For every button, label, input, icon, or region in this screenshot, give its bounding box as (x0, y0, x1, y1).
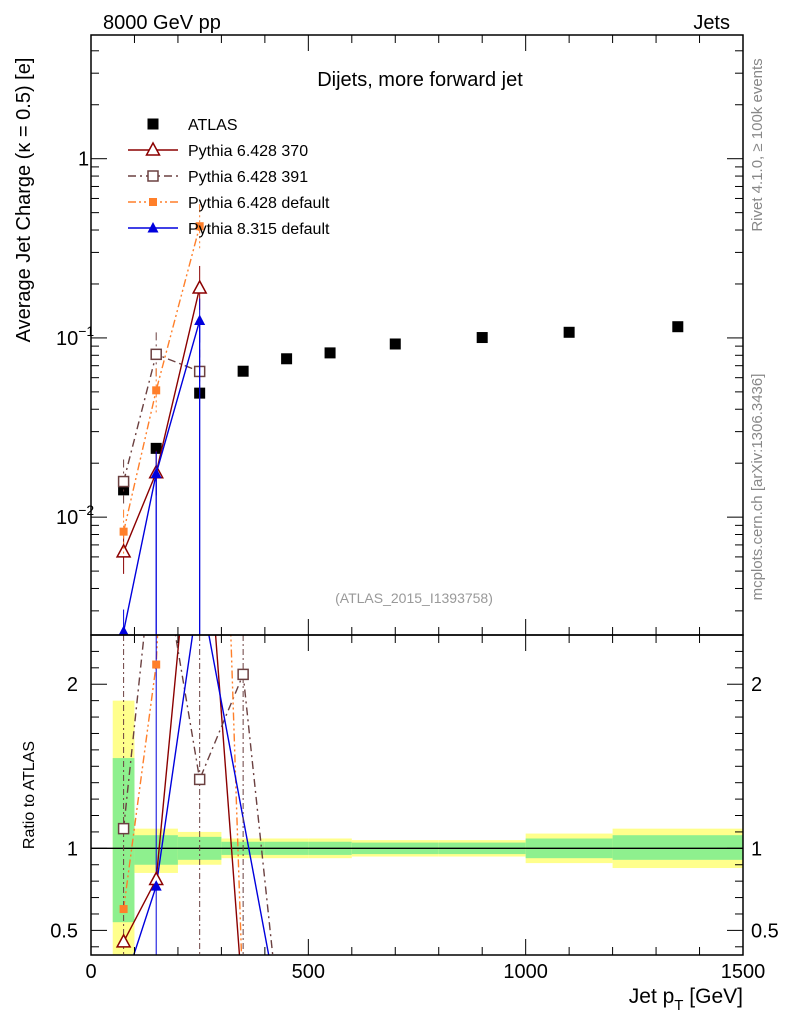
line-p6def (122, 226, 201, 532)
main-y-axis-title: Average Jet Charge (κ = 0.5) [e] (13, 58, 35, 343)
marker-atlas-8 (563, 326, 575, 338)
ratio-line-p370 (122, 635, 241, 955)
legend-label-p8def: Pythia 8.315 default (188, 221, 330, 238)
marker-atlas-6 (389, 338, 401, 350)
legend-marker-atlas (147, 118, 159, 130)
legend-label-p391: Pythia 6.428 391 (188, 169, 308, 186)
ratio-line-p391 (122, 635, 274, 955)
x-axis-title-suffix: [GeV] (683, 985, 743, 1008)
ratio-line-p8def (133, 635, 270, 955)
marker-atlas-7 (476, 332, 488, 344)
marker-p391-1 (150, 348, 162, 361)
marker-p370-0 (115, 543, 132, 558)
legend-label-p370: Pythia 6.428 370 (188, 143, 308, 160)
ratio-ytick-label-left-0: 0.5 (50, 920, 78, 942)
energy-label: 8000 GeV pp (103, 12, 221, 34)
ratio-ytick-label-left-1: 1 (67, 838, 78, 860)
ratio-ytick-label-right-2: 2 (751, 674, 762, 696)
xtick-label-1: 500 (292, 961, 325, 983)
ratio-marker-p6def-1 (152, 660, 161, 669)
source-label: mcplots.cern.ch [arXiv:1306.3436] (749, 374, 766, 601)
analysis-label: (ATLAS_2015_I1393758) (335, 590, 493, 606)
main-ytick-label-1: 10−1 (56, 323, 94, 350)
x-axis-title: Jet pT [GeV] (629, 985, 743, 1014)
marker-atlas-9 (672, 321, 684, 333)
main-ytick-base: 1 (78, 149, 89, 171)
main-ytick-base: 10 (56, 507, 78, 529)
legend-marker-p6def (149, 198, 157, 206)
legend-marker-p391 (147, 170, 159, 182)
category-label: Jets (693, 12, 730, 34)
main-ytick-exp: −1 (78, 323, 94, 339)
marker-atlas-3 (237, 365, 249, 377)
legend-marker-p370 (145, 141, 161, 156)
main-ytick-label-0: 10−2 (56, 502, 94, 529)
main-ytick-label-2: 1 (78, 149, 89, 171)
ratio-marker-p6def-0 (119, 905, 128, 914)
main-data-layer (115, 204, 684, 635)
ratio-marker-p391-1 (193, 773, 206, 786)
legend-marker-p8def (147, 222, 159, 233)
ratio-marker-p370-0 (115, 933, 132, 948)
ratio-ytick-label-right-1: 1 (751, 838, 762, 860)
marker-p6def-2 (195, 222, 204, 231)
plot-title: Dijets, more forward jet (317, 69, 523, 91)
marker-atlas-1 (150, 442, 162, 454)
ratio-uncertainty-bands (91, 700, 743, 955)
marker-p8def-1 (150, 467, 162, 479)
line-p370 (122, 287, 201, 553)
marker-p6def-0 (119, 527, 128, 536)
marker-p370-2 (191, 279, 208, 294)
ratio-marker-p391-2 (237, 668, 249, 681)
xtick-label-2: 1000 (503, 961, 548, 983)
xtick-label-3: 1500 (721, 961, 766, 983)
marker-p6def-1 (152, 386, 161, 395)
legend: ATLAS Pythia 6.428 370 Pythia 6.428 391 Pyt… (128, 117, 330, 238)
main-ytick-exp: −2 (78, 502, 94, 518)
marker-atlas-5 (324, 347, 336, 359)
line-p391 (122, 353, 200, 482)
marker-p8def-0 (118, 625, 129, 635)
marker-atlas-4 (281, 353, 293, 365)
ratio-y-axis-title: Ratio to ATLAS (21, 741, 38, 849)
x-axis-title-sub: T (674, 997, 683, 1014)
ratio-data-layer (115, 635, 274, 955)
rivet-label: Rivet 4.1.0, ≥ 100k events (749, 58, 766, 231)
xtick-label-0: 0 (85, 961, 96, 983)
band-inner-9 (612, 835, 743, 860)
ratio-plot-frame (90, 634, 744, 956)
ratio-ytick-label-left-2: 2 (67, 674, 78, 696)
marker-p8def-2 (194, 314, 206, 326)
marker-p391-0 (117, 475, 130, 488)
legend-label-p6def: Pythia 6.428 default (188, 195, 330, 212)
main-ytick-base: 10 (56, 328, 78, 350)
ratio-ytick-label-right-0: 0.5 (751, 920, 779, 942)
x-axis-title-prefix: Jet p (629, 985, 675, 1008)
ratio-marker-p391-0 (117, 822, 130, 835)
ratio-marker-p8def-0 (150, 880, 162, 891)
legend-label-atlas: ATLAS (188, 117, 238, 134)
